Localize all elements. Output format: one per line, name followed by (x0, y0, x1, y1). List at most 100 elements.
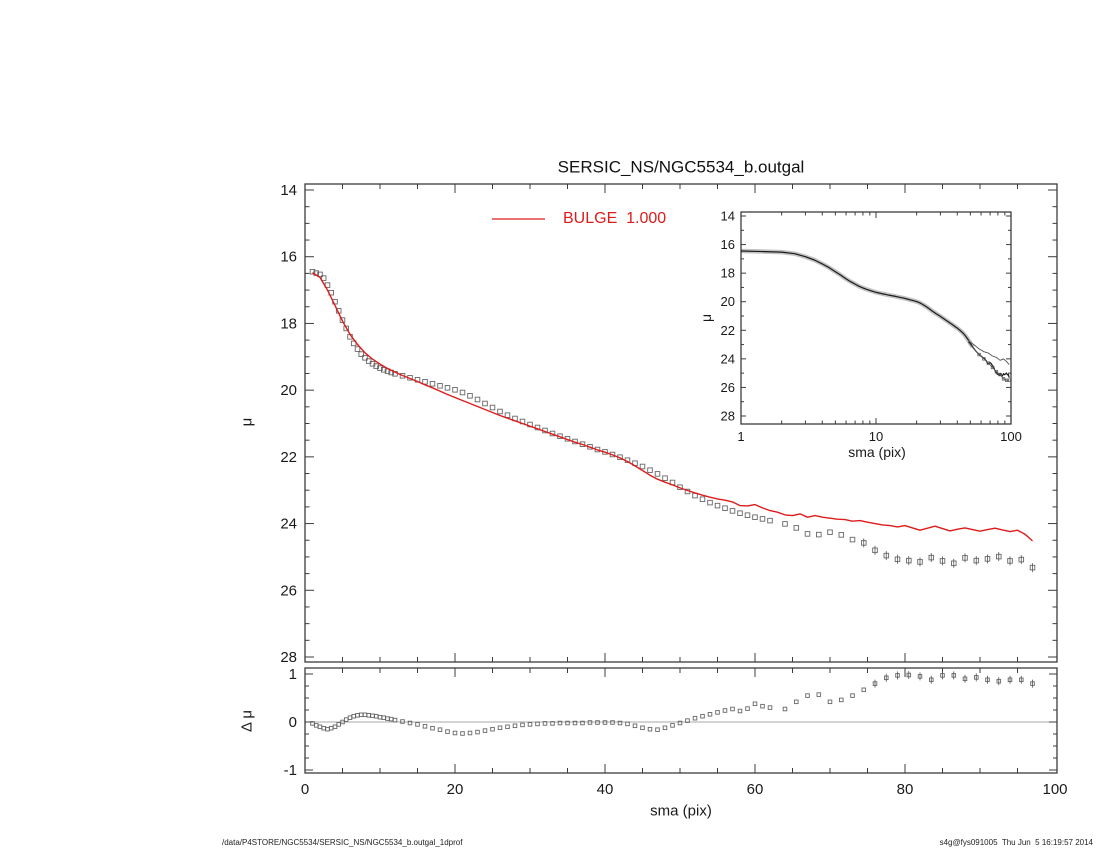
legend-label: BULGE 1.000 (563, 210, 667, 227)
data-point-marker (474, 396, 481, 403)
data-point-marker (512, 723, 518, 729)
data-point-marker (984, 556, 991, 562)
data-point-marker (715, 710, 720, 715)
tick-label: 18 (721, 266, 735, 281)
panel-frame (740, 211, 1012, 425)
data-point-marker (602, 720, 608, 725)
data-point-marker (647, 726, 653, 732)
data-point-marker (962, 676, 968, 682)
data-point-marker (1001, 377, 1006, 381)
data-point-marker (647, 467, 653, 473)
data-point-marker (358, 351, 364, 357)
data-point-marker (1019, 677, 1024, 683)
data-point-marker (422, 724, 428, 729)
tick-label: 24 (721, 351, 735, 366)
data-point-marker (839, 697, 844, 703)
data-point-marker (482, 400, 488, 407)
data-point-marker (782, 521, 788, 527)
data-point-marker (632, 723, 638, 729)
data-point-marker (467, 393, 473, 399)
axes (304, 183, 1058, 774)
data-point-marker (906, 672, 912, 678)
data-point-marker (475, 729, 480, 735)
data-point-marker (816, 531, 822, 538)
data-point-marker (685, 718, 690, 723)
data-point-marker (973, 557, 980, 564)
panel-frame (304, 667, 1058, 774)
data-point-marker (884, 675, 889, 681)
data-point-marker (714, 502, 721, 509)
data-point-marker (1007, 677, 1013, 683)
data-point-marker (317, 724, 323, 730)
tick-label: 26 (280, 582, 297, 599)
data-point-marker (580, 720, 585, 726)
data-point-marker (321, 725, 326, 731)
tick-label: 22 (280, 449, 297, 466)
data-point-marker (617, 720, 623, 726)
data-point-marker (752, 701, 758, 707)
data-point-marker (654, 471, 661, 477)
data-point-marker (662, 725, 668, 731)
tick-label: 22 (721, 323, 735, 338)
tick-label: 28 (280, 649, 297, 666)
data-point-marker (752, 514, 758, 520)
data-point-marker (343, 717, 349, 722)
data-point-marker (535, 721, 540, 727)
data-point-marker (347, 715, 353, 720)
data-point-marker (850, 693, 855, 698)
data-point-marker (670, 723, 675, 728)
data-point-marker (1007, 378, 1011, 382)
footer-path: /data/P4STORE/NGC5534/SERSIC_NS/NGC5534_… (222, 838, 463, 847)
data-point-marker (722, 505, 728, 511)
data-point-marker (377, 714, 383, 720)
data-point-marker (894, 556, 901, 563)
tick-label: 14 (280, 182, 297, 199)
data-point-marker (415, 722, 420, 727)
data-point-marker (325, 726, 330, 732)
data-point-marker (996, 553, 1002, 560)
data-point-marker (759, 516, 766, 522)
data-point-marker (392, 717, 398, 723)
data-point-marker (1018, 556, 1025, 563)
data-point-marker (362, 355, 368, 361)
data-point-marker (358, 712, 364, 718)
data-point-marker (557, 720, 563, 726)
data-point-marker (655, 727, 660, 732)
data-point-marker (377, 365, 383, 371)
tick-label: 40 (597, 781, 614, 798)
data-point-marker (459, 389, 466, 396)
data-point-marker (407, 720, 413, 726)
data-point-marker (767, 705, 773, 710)
model-line (312, 272, 1033, 542)
data-point-marker (951, 673, 957, 678)
data-point-marker (737, 708, 743, 714)
data-point-marker (827, 699, 833, 705)
data-point-marker (437, 727, 443, 732)
data-point-marker (872, 681, 878, 686)
data-point-marker (332, 724, 338, 730)
data-point-marker (482, 728, 488, 733)
footer-signature: s4g@fys091005 Thu Jun 5 16:19:57 2014 (939, 838, 1093, 847)
data-point-marker (730, 706, 735, 712)
data-point-marker (429, 381, 436, 387)
data-point-marker (990, 365, 995, 370)
data-point-marker (1029, 564, 1036, 571)
data-point-marker (760, 703, 765, 709)
tick-label: 20 (721, 294, 735, 309)
data-point-marker (895, 673, 900, 678)
tick-label: 18 (280, 315, 297, 332)
data-point-marker (662, 475, 668, 481)
tick-label: 100 (1042, 781, 1067, 798)
data-point-marker (542, 721, 548, 726)
data-point-marker (998, 372, 1002, 377)
data-point-marker (962, 555, 968, 561)
data-point-marker (940, 673, 945, 678)
data-point-marker (452, 387, 458, 393)
data-point-marker (745, 706, 750, 711)
main-y-axis-label: μ (238, 417, 256, 427)
tick-label: 1 (289, 666, 297, 683)
data-point-marker (1030, 681, 1035, 686)
data-point-marker (692, 715, 698, 721)
data-point-marker (550, 721, 555, 726)
tick-label: 10 (869, 429, 883, 444)
